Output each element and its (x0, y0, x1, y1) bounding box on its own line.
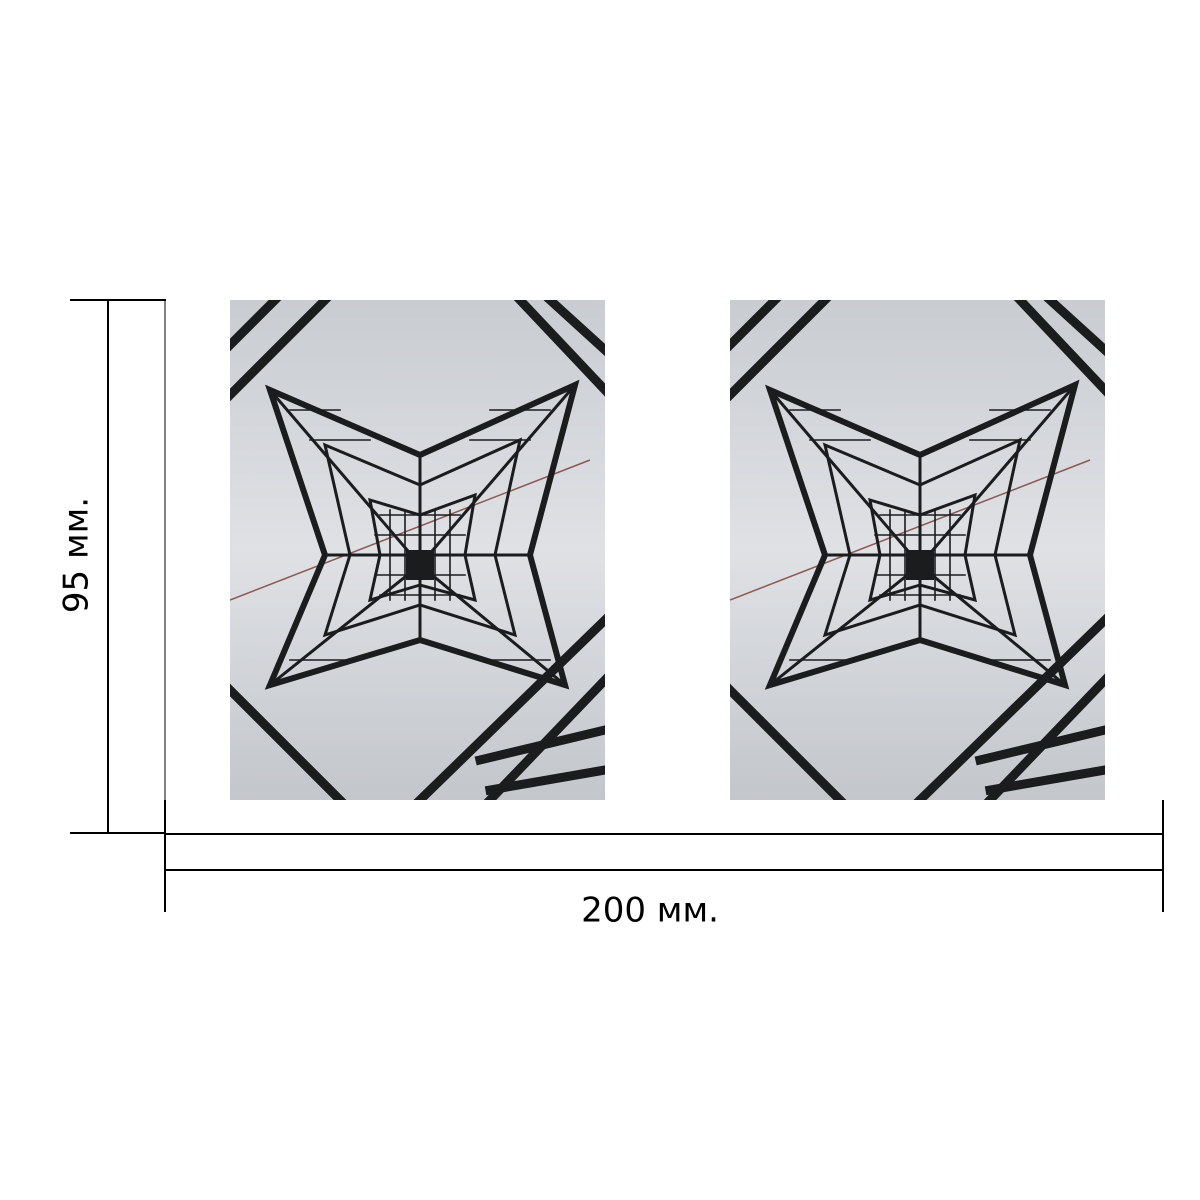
width-label: 200 мм. (581, 891, 719, 931)
product-photo (230, 300, 605, 800)
product-photo (730, 300, 1105, 800)
width-dimension: 200 мм. (164, 800, 1164, 931)
height-dimension: 95 мм. (57, 299, 166, 834)
height-label: 95 мм. (57, 497, 97, 613)
